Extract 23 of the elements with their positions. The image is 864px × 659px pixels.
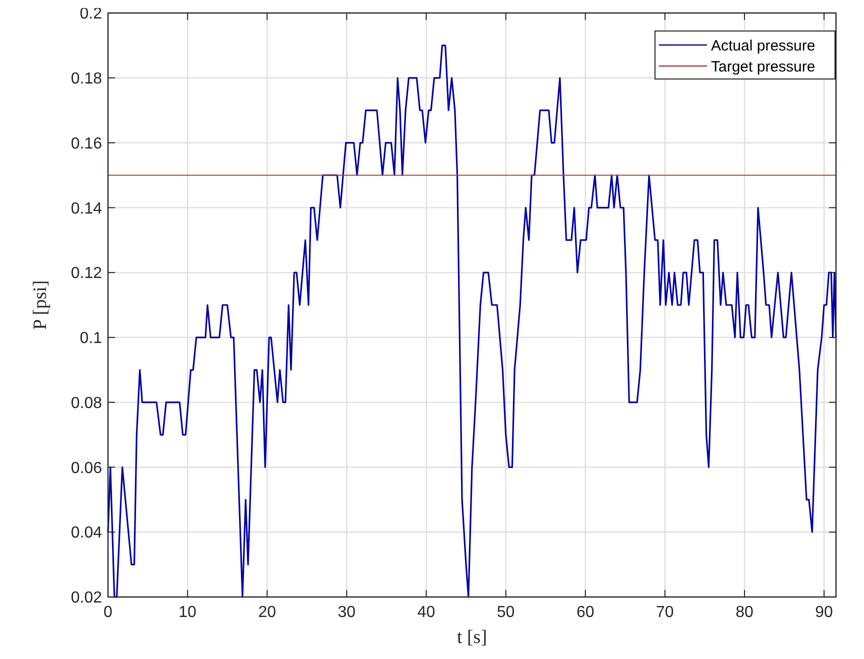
- x-tick-label: 30: [338, 604, 356, 621]
- y-tick-label: 0.08: [70, 394, 102, 412]
- x-tick-label: 80: [736, 604, 754, 621]
- x-tick-label: 50: [496, 604, 515, 621]
- x-tick-label: 20: [258, 604, 276, 621]
- x-tick-label: 60: [576, 604, 594, 621]
- x-tick-label: 0: [104, 604, 113, 621]
- y-tick-label: 0.06: [70, 460, 102, 477]
- x-tick-label: 10: [178, 604, 197, 621]
- x-tick-label: 40: [417, 604, 436, 621]
- y-tick-label: 0.16: [70, 135, 102, 152]
- y-axis-title: P [psi]: [30, 280, 51, 330]
- legend-label: Target pressure: [711, 58, 816, 76]
- x-tick-label: 90: [815, 604, 834, 621]
- y-tick-label: 0.12: [70, 265, 102, 282]
- y-tick-label: 0.1: [80, 330, 102, 348]
- y-tick-label: 0.02: [70, 590, 102, 607]
- y-tick-label: 0.14: [70, 200, 102, 218]
- y-tick-label: 0.04: [70, 524, 102, 542]
- x-tick-label: 70: [656, 604, 674, 621]
- x-axis-title: t [s]: [456, 627, 488, 648]
- y-tick-label: 0.18: [70, 70, 102, 88]
- legend-label: Actual pressure: [711, 37, 816, 54]
